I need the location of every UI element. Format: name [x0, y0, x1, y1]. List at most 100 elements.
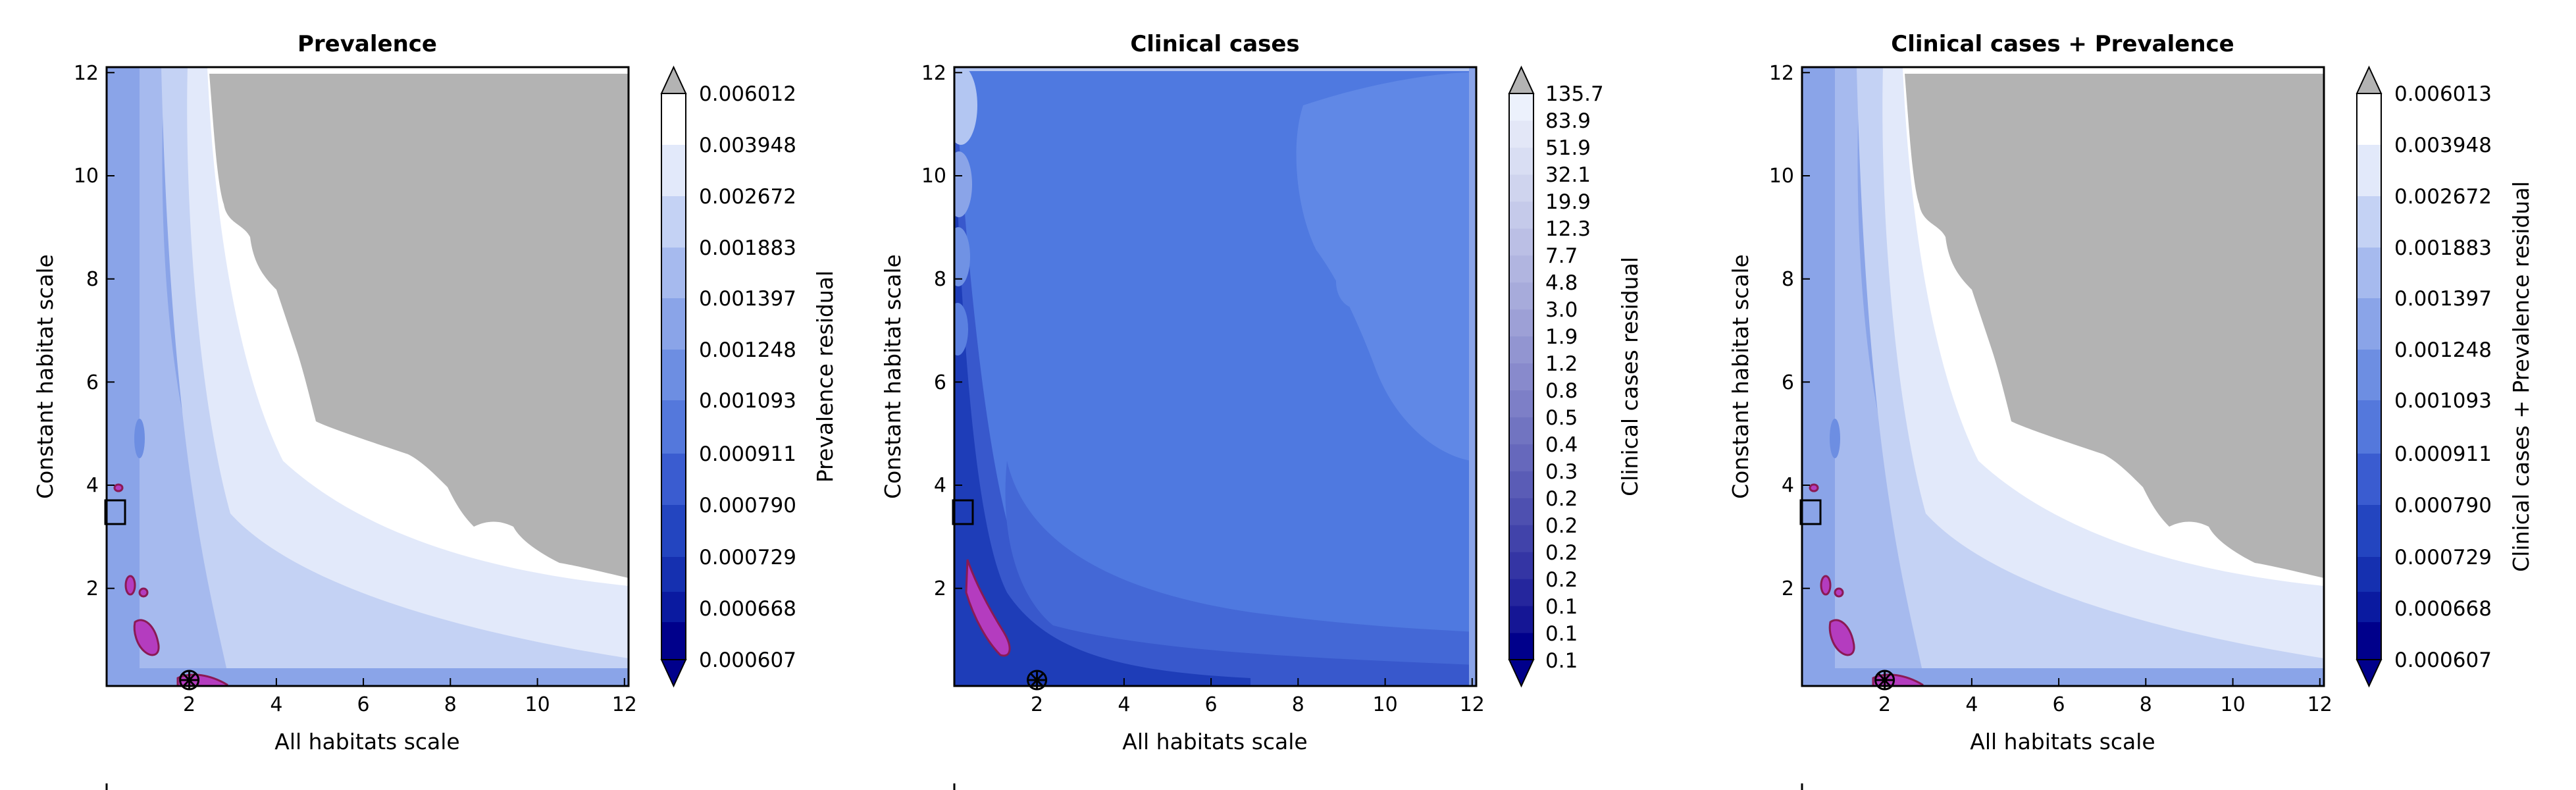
- y-tick-label: 8: [86, 268, 99, 291]
- colorbar-tick-label: 0.000668: [699, 597, 796, 621]
- x-axis-label: All habitats scale: [1970, 729, 2155, 754]
- reference-box-marker: [1799, 499, 1822, 525]
- colorbar-label: Clinical cases residual: [1617, 257, 1643, 496]
- colorbar-tick-label: 0.000607: [2394, 648, 2492, 672]
- contour-field: [954, 67, 1476, 686]
- plot-frame: [1801, 66, 2325, 687]
- colorbar: 135.7 83.9 51.9 32.1 19.9 12.3 7.7 4.8 3…: [1508, 65, 1643, 688]
- colorbar-swatch: [1509, 201, 1533, 229]
- colorbar-swatch: [1509, 633, 1533, 660]
- colorbar-tick-label: 19.9: [1545, 190, 1591, 214]
- colorbar-tick-label: 0.1: [1545, 595, 1578, 619]
- x-axis-label: All habitats scale: [274, 729, 459, 754]
- colorbar-tick-label: 0.001248: [699, 338, 796, 362]
- y-tick-label: 6: [934, 371, 946, 394]
- contour-band-light: [1336, 255, 1376, 308]
- x-tick-label: 8: [2140, 693, 2152, 716]
- colorbar-swatch: [1509, 606, 1533, 633]
- y-tick-label: 10: [921, 165, 946, 188]
- colorbar-tick-label: 4.8: [1545, 271, 1578, 295]
- colorbar-swatch: [1509, 498, 1533, 525]
- region-edge-light: [954, 67, 1476, 71]
- contour-band-spot: [1830, 419, 1840, 458]
- colorbar-tick-label: 0.006012: [699, 82, 796, 106]
- colorbar-swatch: [1509, 525, 1533, 552]
- contour-field: [1802, 67, 2324, 686]
- colorbar-tick-label: 0.001397: [699, 287, 796, 311]
- colorbar-tick-label: 0.002672: [2394, 185, 2492, 209]
- panel-clinical-cases: Clinical cases 2 4 6 8: [880, 31, 1643, 790]
- y-tick-label: 4: [934, 474, 946, 497]
- colorbar-tick-label: 0.4: [1545, 433, 1578, 457]
- best-fit-region: [965, 559, 1011, 657]
- colorbar-tick-label: 0.001248: [2394, 338, 2492, 362]
- colorbar-swatches: [661, 93, 686, 660]
- x-ticks: 2 4 6 8 10 12: [1878, 678, 2332, 716]
- region-edge-light: [1469, 67, 1476, 686]
- x-tick-label: 10: [525, 693, 550, 716]
- colorbar-tick-label: 0.003948: [699, 134, 796, 157]
- plot-frame: [105, 66, 630, 687]
- colorbar-swatch: [1509, 255, 1533, 283]
- colorbar-swatch: [1509, 444, 1533, 471]
- colorbar-tick-label: 1.9: [1545, 325, 1578, 349]
- colorbar-tick-labels: 0.006013 0.003948 0.002672 0.001883 0.00…: [2394, 82, 2492, 672]
- y-tick-label: 4: [86, 474, 99, 497]
- colorbar-tick-label: 0.2: [1545, 568, 1578, 592]
- best-fit-region: [138, 587, 149, 598]
- colorbar-tick-label: 0.001397: [2394, 287, 2492, 311]
- x-tick-label: 6: [1205, 693, 1218, 716]
- x-tick-label: 12: [1460, 693, 1485, 716]
- x-ticks: 2 4 6 8 10 12: [183, 678, 637, 716]
- y-tick-label: 8: [1782, 268, 1794, 291]
- x-tick-label: 6: [2053, 693, 2065, 716]
- x-ticks: 2 4 6 8 10 12: [1031, 678, 1485, 716]
- colorbar-tick-label: 0.2: [1545, 487, 1578, 511]
- colorbar-swatch: [1509, 309, 1533, 337]
- colorbar-tick-label: 0.1: [1545, 622, 1578, 646]
- best-fit-marker: [1027, 670, 1048, 691]
- colorbar-tick-label: 1.2: [1545, 352, 1578, 376]
- y-tick-label: 2: [934, 577, 946, 600]
- colorbar-swatch: [1509, 120, 1533, 148]
- y-tick-label: 10: [1769, 165, 1794, 188]
- colorbar-swatch: [1509, 552, 1533, 579]
- contour-band-spot: [134, 419, 145, 458]
- colorbar-tick-label: 0.3: [1545, 460, 1578, 484]
- colorbar-tick-label: 0.000911: [699, 442, 796, 466]
- y-ticks: 2 4 6 8 10 12: [74, 62, 115, 600]
- x-axis-label: All habitats scale: [1122, 729, 1307, 754]
- x-tick-label: 12: [2307, 693, 2332, 716]
- colorbar-tick-label: 0.001883: [2394, 236, 2492, 260]
- panel-prevalence: Prevalence 2 4 6 8: [32, 31, 838, 790]
- colorbar-tick-label: 0.2: [1545, 514, 1578, 538]
- y-axis-label: Constant habitat scale: [880, 254, 906, 499]
- x-tick-label: 10: [2221, 693, 2246, 716]
- y-tick-label: 2: [1782, 577, 1794, 600]
- colorbar-tick-label: 0.000668: [2394, 597, 2492, 621]
- colorbar-tick-label: 0.006013: [2394, 82, 2492, 106]
- colorbar-tick-label: 51.9: [1545, 136, 1591, 160]
- colorbar-swatches: [2357, 93, 2381, 660]
- best-fit-marker: [179, 670, 200, 691]
- colorbar-tick-label: 0.001093: [699, 389, 796, 413]
- x-tick-label: 2: [1031, 693, 1043, 716]
- colorbar-tick-label: 135.7: [1545, 82, 1604, 106]
- colorbar-swatches: [1509, 93, 1533, 660]
- y-tick-label: 6: [86, 371, 99, 394]
- colorbar-tick-label: 0.8: [1545, 379, 1578, 403]
- x-tick-label: 8: [1292, 693, 1304, 716]
- colorbar-tick-label: 0.000607: [699, 648, 796, 672]
- x-tick-label: 10: [1373, 693, 1398, 716]
- colorbar-swatch: [1509, 579, 1533, 606]
- y-axis-label: Constant habitat scale: [1728, 254, 1753, 499]
- colorbar-tick-label: 7.7: [1545, 244, 1578, 268]
- x-tick-label: 8: [444, 693, 457, 716]
- colorbar-tick-label: 0.000729: [699, 546, 796, 569]
- colorbar-frame: [661, 93, 686, 660]
- colorbar-tick-label: 0.5: [1545, 406, 1578, 430]
- colorbar-tick-label: 0.001093: [2394, 389, 2492, 413]
- y-tick-label: 10: [74, 165, 99, 188]
- colorbar-frame: [1508, 93, 1534, 660]
